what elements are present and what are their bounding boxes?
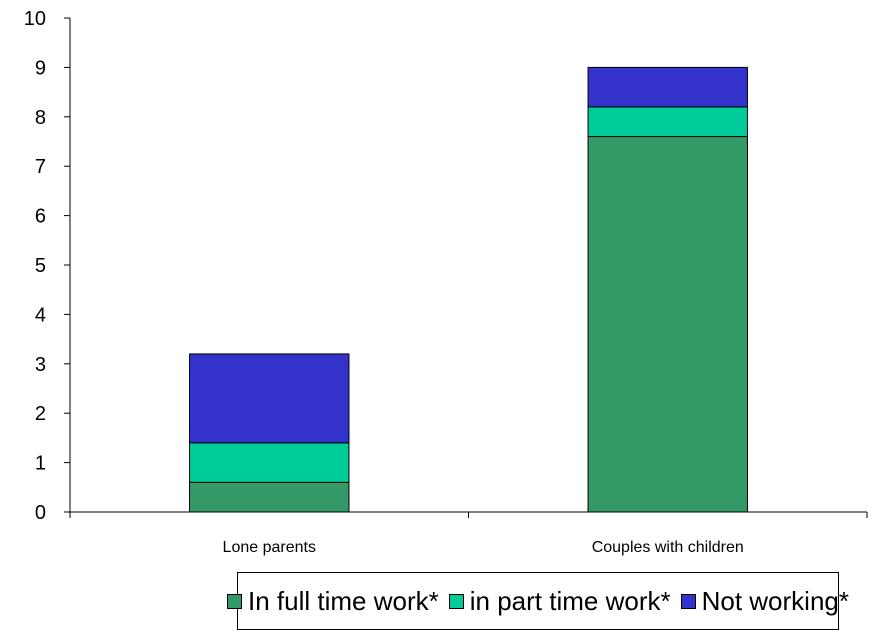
bar-segment: [189, 353, 350, 444]
y-tick-label: 1: [35, 453, 46, 475]
y-tick-label: 5: [35, 255, 46, 277]
legend-swatch-part-time: [448, 593, 464, 609]
bar-segment: [587, 66, 748, 108]
y-tick-label: 3: [35, 354, 46, 376]
legend-item-part-time: in part time work*: [448, 585, 671, 617]
bar-segment: [587, 136, 748, 513]
bar-segment: [189, 442, 350, 483]
legend-item-full-time: In full time work*: [227, 586, 439, 617]
x-tick-label: Lone parents: [223, 539, 316, 556]
bar-segment: [189, 481, 350, 513]
x-tick-label: Couples with children: [592, 539, 744, 556]
legend-label-not-working: Not working*: [701, 585, 849, 616]
bars: [189, 66, 748, 513]
legend-label-full-time: In full time work*: [248, 585, 439, 616]
y-tick-label: 4: [35, 304, 46, 326]
y-tick-label: 2: [35, 403, 46, 425]
y-tick-label: 7: [35, 156, 46, 178]
y-tick-label: 8: [35, 107, 46, 129]
y-tick-label: 6: [35, 206, 46, 228]
y-tick-label: 0: [35, 502, 46, 524]
y-tick-labels: 0 1 2 3 4 5 6 7 8 9 10: [24, 8, 46, 524]
legend: In full time work* in part time work* No…: [227, 572, 849, 630]
legend-label-part-time: in part time work*: [469, 585, 671, 616]
legend-item-not-working: Not working*: [680, 585, 849, 617]
x-tick-labels: Lone parents Couples with children: [223, 539, 744, 556]
y-tick-label: 9: [35, 57, 46, 79]
y-tick-label: 10: [24, 8, 46, 30]
legend-swatch-not-working: [680, 593, 696, 609]
bar-segment: [587, 106, 748, 138]
legend-swatch-full-time: [227, 593, 243, 609]
